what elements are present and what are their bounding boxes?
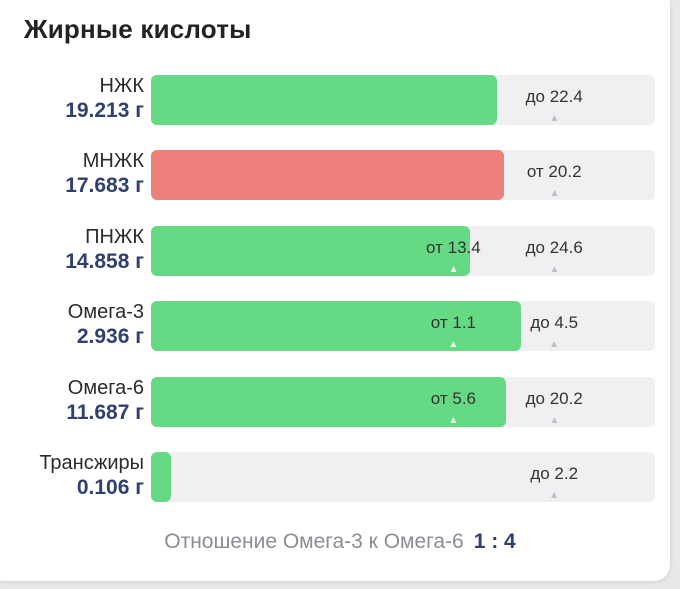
nutrient-name: Трансжиры: [39, 452, 144, 474]
norm-marker-label: от 5.6: [430, 388, 477, 408]
nutrient-row[interactable]: Омега-6 11.687 г от 5.6 до 20.2: [0, 375, 670, 429]
progress-track: до 22.4: [151, 75, 655, 125]
norm-marker-label: до 22.4: [525, 87, 583, 106]
nutrient-row[interactable]: Омега-3 2.936 г от 1.1 до 4.5: [0, 301, 670, 353]
norm-marker-label: от 1.1: [430, 313, 477, 333]
nutrient-amount: 0.106 г: [76, 476, 144, 499]
norm-tick-icon: [551, 341, 558, 348]
nutrient-amount: 11.687 г: [66, 400, 144, 424]
norm-marker-label: до 2.2: [530, 464, 579, 483]
nutrient-label: Трансжиры 0.106 г: [39, 450, 144, 500]
norm-tick-icon: [450, 265, 457, 272]
nutrient-amount: 17.683 г: [65, 174, 144, 198]
progress-fill: [151, 301, 521, 352]
nutrient-name: НЖК: [99, 75, 144, 97]
norm-marker: до 4.5: [530, 313, 579, 348]
nutrient-label: МНЖК 17.683 г: [65, 148, 144, 198]
progress-fill: [151, 150, 504, 201]
norm-marker: до 24.6: [525, 237, 583, 272]
nutrient-row[interactable]: ПНЖК 14.858 г от 13.4 до 24.6: [0, 224, 670, 278]
nutrient-label: Омега-3 2.936 г: [68, 299, 144, 349]
nutrient-row[interactable]: Трансжиры 0.106 г до 2.2: [0, 452, 670, 504]
norm-marker: от 13.4: [426, 237, 481, 272]
norm-tick-icon: [450, 416, 457, 423]
nutrient-name: ПНЖК: [85, 225, 144, 248]
nutrient-label: Омега-6 11.687 г: [66, 375, 144, 425]
norm-marker-label: от 20.2: [526, 162, 582, 182]
omega-ratio-value: 1 : 4: [473, 530, 516, 553]
norm-marker-label: до 4.5: [530, 313, 579, 333]
norm-marker: от 1.1: [430, 313, 477, 348]
nutrient-label: НЖК 19.213 г: [65, 73, 144, 123]
fatty-acids-card: Жирные кислоты НЖК 19.213 г до 22.4 МНЖК 17.…: [0, 0, 670, 581]
nutrient-row[interactable]: НЖК 19.213 г до 22.4: [0, 75, 670, 127]
progress-fill: [151, 376, 506, 427]
nutrient-amount: 2.936 г: [76, 325, 144, 349]
progress-fill: [151, 225, 471, 276]
norm-tick-icon: [551, 190, 558, 197]
norm-tick-icon: [551, 265, 558, 272]
norm-marker-label: до 24.6: [525, 237, 583, 257]
nutrient-name: МНЖК: [82, 150, 144, 173]
progress-track: от 20.2: [151, 150, 655, 201]
norm-tick-icon: [450, 341, 457, 348]
nutrient-amount: 14.858 г: [65, 249, 144, 273]
norm-tick-icon: [551, 492, 558, 498]
progress-fill: [151, 452, 172, 502]
progress-track: до 2.2: [151, 452, 655, 502]
progress-fill: [151, 75, 497, 125]
norm-marker-label: от 13.4: [426, 237, 481, 257]
norm-tick-icon: [551, 115, 558, 121]
norm-marker: от 5.6: [430, 388, 477, 423]
progress-track: от 5.6 до 20.2: [151, 376, 655, 427]
nutrient-label: ПНЖК 14.858 г: [65, 224, 144, 274]
norm-marker: до 20.2: [525, 388, 583, 423]
norm-marker-label: до 20.2: [525, 388, 583, 408]
omega-ratio: Отношение Омега-3 к Омега-6 1 : 4: [0, 530, 680, 554]
nutrient-row[interactable]: МНЖК 17.683 г от 20.2: [0, 150, 670, 202]
nutrient-amount: 19.213 г: [65, 99, 144, 122]
progress-track: от 1.1 до 4.5: [151, 301, 655, 352]
norm-marker: до 22.4: [525, 87, 583, 121]
norm-marker: до 2.2: [530, 464, 579, 498]
progress-track: от 13.4 до 24.6: [151, 225, 655, 276]
omega-ratio-label: Отношение Омега-3 к Омега-6: [164, 530, 464, 553]
norm-marker: от 20.2: [526, 162, 582, 197]
nutrient-name: Омега-6: [67, 376, 144, 399]
card-title: Жирные кислоты: [24, 14, 252, 44]
nutrient-name: Омега-3: [67, 301, 144, 324]
norm-tick-icon: [551, 416, 558, 423]
